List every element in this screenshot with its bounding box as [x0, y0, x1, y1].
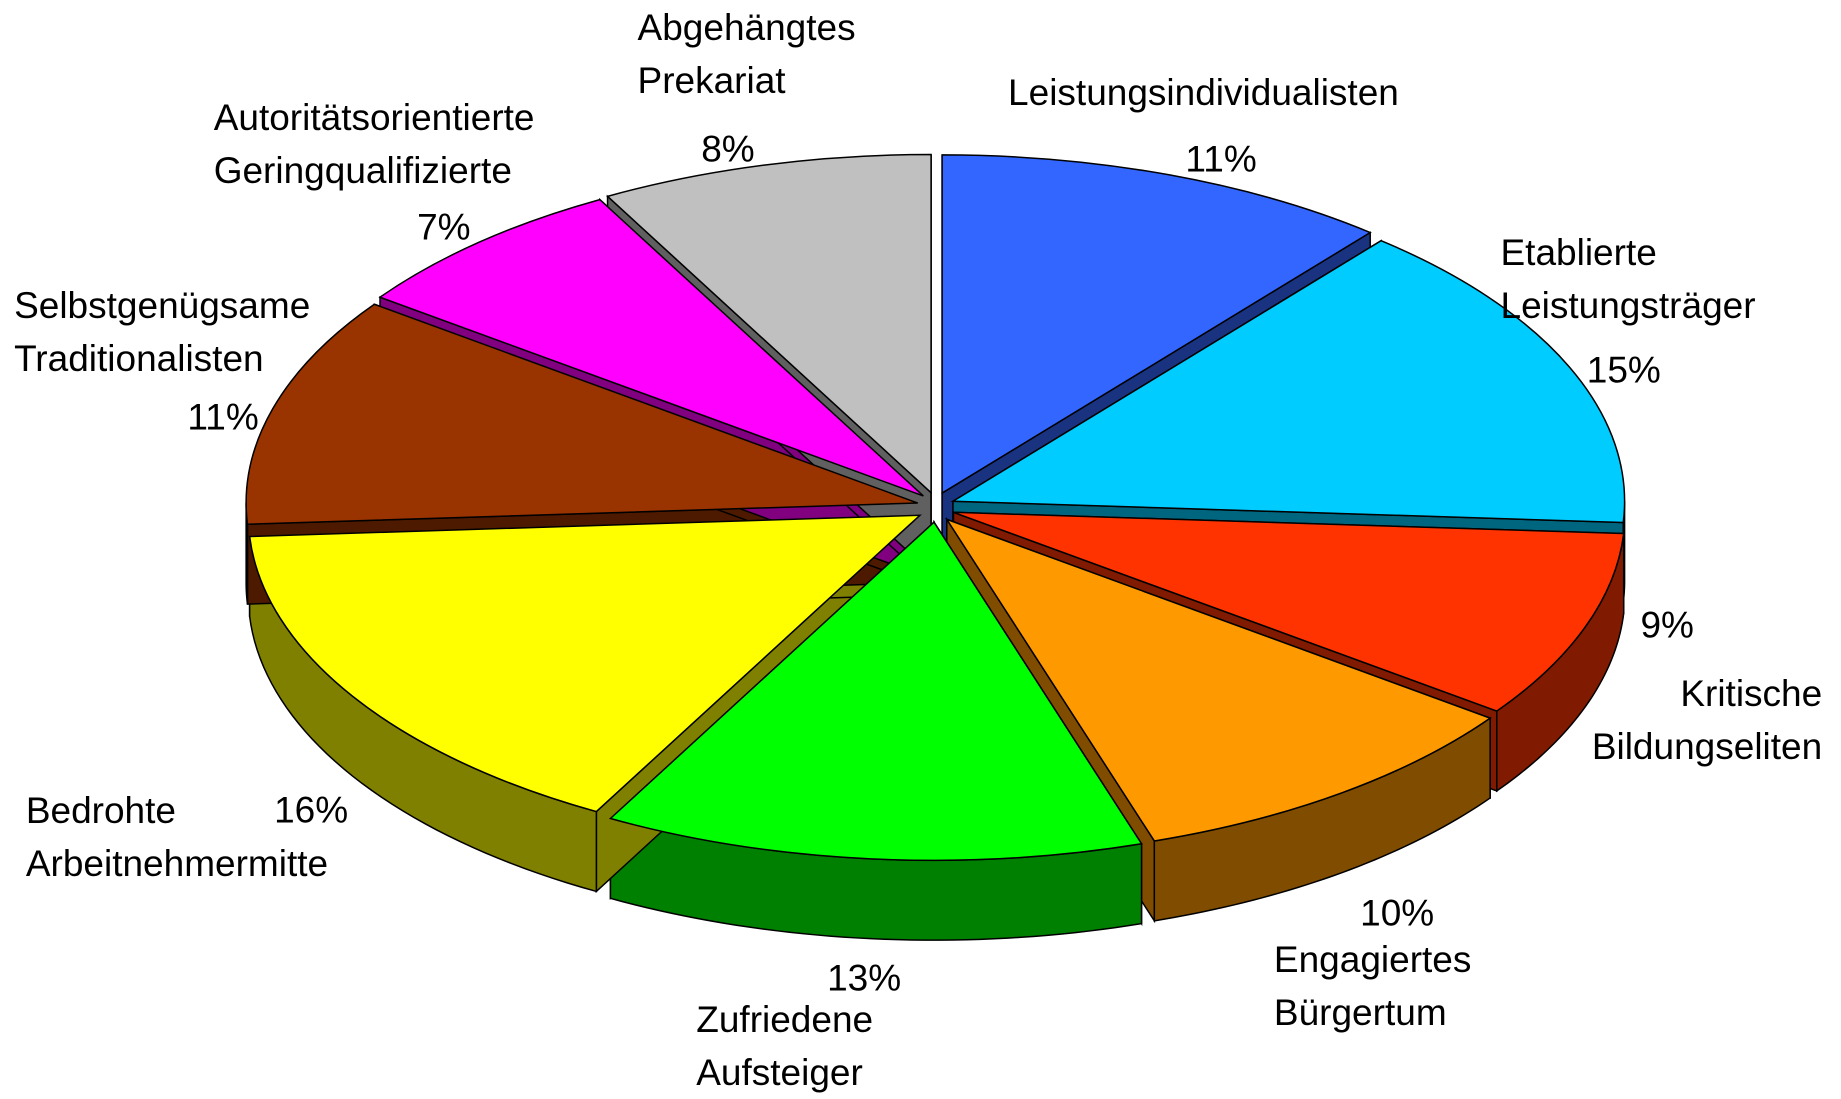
slice	[950, 239, 1626, 524]
slice	[245, 303, 918, 526]
slice	[953, 511, 1625, 712]
slice	[248, 514, 922, 813]
slice-label: Zufriedene Aufsteiger	[696, 999, 874, 1094]
slice	[378, 198, 924, 497]
slice-label: Bedrohte Arbeitnehmermitte	[25, 790, 329, 885]
value-label: 11%	[1185, 138, 1257, 179]
pie-tops	[245, 153, 1626, 862]
slice	[608, 521, 1143, 862]
slice-label: Leistungsindividualisten	[1008, 71, 1399, 113]
slice-label: Autoritätsorientierte Geringqualifiziert…	[213, 97, 535, 192]
slice	[944, 517, 1492, 842]
slice-label: Etablierte Leistungsträger	[1500, 232, 1756, 327]
value-label: 16%	[274, 789, 349, 831]
value-label: 10%	[1360, 892, 1435, 934]
value-label: 11%	[187, 396, 259, 438]
slice	[941, 154, 1372, 495]
value-label: 7%	[417, 206, 471, 248]
value-label: 13%	[827, 957, 902, 999]
value-label: 15%	[1586, 349, 1661, 391]
slice-label: Kritische Bildungseliten	[1591, 672, 1823, 767]
slice-label: Engagiertes Bürgertum	[1273, 939, 1472, 1034]
value-label: 8%	[701, 128, 755, 170]
slice-label: Selbstgenügsame Traditionalisten	[14, 285, 311, 380]
value-label: 9%	[1640, 604, 1694, 646]
slice	[606, 153, 932, 495]
slice-label: Abgehängtes Prekariat	[637, 7, 856, 101]
